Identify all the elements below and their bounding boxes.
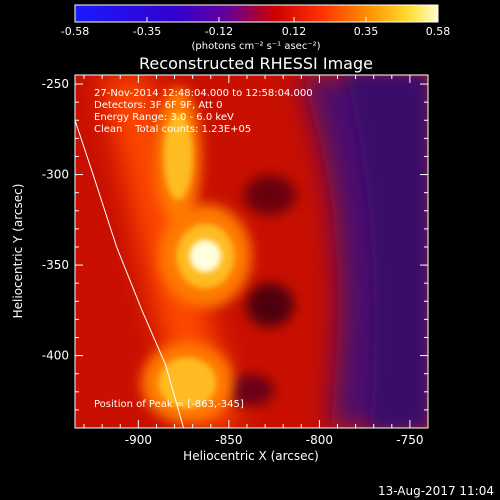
y-tick-label: -350	[42, 258, 69, 272]
annotation-clean-counts: Clean Total counts: 1.23E+05	[94, 124, 251, 135]
annotation-energy-range: Energy Range: 3.0 - 6.0 keV	[94, 112, 234, 123]
heatmap-dark-patch	[244, 175, 296, 215]
y-axis-label: Heliocentric Y (arcsec)	[11, 184, 25, 319]
annotation-block: 27-Nov-2014 12:48:04.000 to 12:58:04.000…	[94, 88, 313, 135]
colorbar-unit: (photons cm⁻² s⁻¹ asec⁻²)	[191, 41, 320, 52]
colorbar-frame	[74, 4, 439, 23]
x-axis-ticks: -900 -850 -800 -750	[83, 75, 424, 447]
footer-timestamp: 13-Aug-2017 11:04	[378, 484, 494, 498]
x-tick-label: -750	[396, 433, 423, 447]
heatmap-image	[75, 75, 428, 428]
plot-frame	[74, 74, 429, 429]
x-tick-label: -900	[125, 433, 152, 447]
chart-title: Reconstructed RHESSI Image	[139, 54, 373, 73]
x-axis-label: Heliocentric X (arcsec)	[183, 449, 319, 463]
heatmap-background-region-dark	[345, 75, 428, 428]
annotation-time-range: 27-Nov-2014 12:48:04.000 to 12:58:04.000	[94, 88, 313, 99]
x-tick-label: -850	[215, 433, 242, 447]
y-tick-label: -250	[42, 77, 69, 91]
colorbar-tick-label: -0.35	[133, 25, 161, 38]
colorbar-gradient	[75, 5, 438, 22]
solar-limb-line	[75, 120, 185, 428]
y-tick-label: -300	[42, 168, 69, 182]
annotation-detectors: Detectors: 3F 6F 9F, Att 0	[94, 100, 222, 111]
source-peak	[189, 239, 222, 273]
heatmap-dark-patch	[246, 283, 294, 327]
colorbar-tick-label: -0.12	[205, 25, 233, 38]
colorbar-ticks: -0.58 -0.35 -0.12 0.12 0.35 0.58	[61, 17, 450, 38]
heatmap-dark-patch	[226, 374, 274, 406]
x-tick-label: -800	[306, 433, 333, 447]
y-tick-label: -400	[42, 349, 69, 363]
colorbar-tick-label: 0.35	[354, 25, 379, 38]
colorbar-tick-label: -0.58	[61, 25, 89, 38]
source-core	[163, 113, 193, 200]
heatmap-sources	[140, 86, 252, 424]
peak-position-label: Position of Peak = [-863,-345]	[94, 399, 244, 410]
colorbar-tick-label: 0.12	[282, 25, 307, 38]
colorbar-tick-label: 0.58	[426, 25, 451, 38]
y-axis-ticks: -400 -350 -300 -250	[42, 77, 428, 429]
source-core	[158, 357, 217, 409]
